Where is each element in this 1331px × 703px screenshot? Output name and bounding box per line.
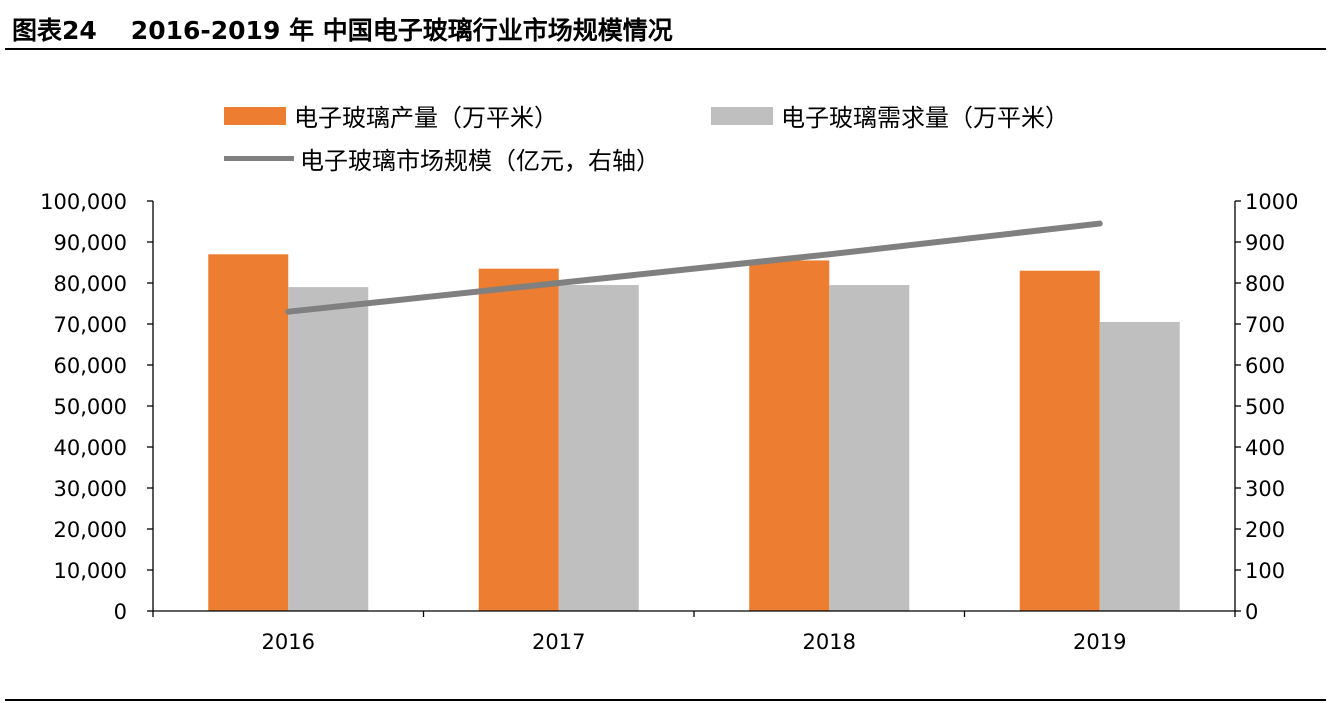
line-layer — [285, 220, 1103, 315]
header-rule — [5, 48, 1326, 50]
y-right-tick-label: 800 — [1245, 272, 1285, 296]
legend-swatch-production — [224, 106, 286, 125]
y-left-tick-label: 80,000 — [54, 272, 127, 296]
y-left-tick-label: 90,000 — [54, 231, 127, 255]
legend-item-demand: 电子玻璃需求量（万平米） — [711, 98, 1069, 133]
tick-labels-layer: 0 10,000 20,000 30,000 40,000 50,000 60,000 70,… — [40, 190, 1298, 654]
legend-label-demand: 电子玻璃需求量（万平米） — [781, 104, 1069, 132]
bar-production-2018 — [749, 260, 830, 611]
bar-demand-2016 — [288, 287, 369, 611]
y-right-tick-label: 300 — [1245, 477, 1285, 501]
y-left-tick-label: 0 — [114, 600, 127, 624]
y-left-tick-label: 10,000 — [54, 559, 127, 583]
y-left-tick-label: 50,000 — [54, 395, 127, 419]
bar-production-2016 — [208, 254, 289, 612]
y-left-tick-label: 100,000 — [40, 190, 127, 214]
y-left-tick-label: 60,000 — [54, 354, 127, 378]
legend-item-production: 电子玻璃产量（万平米） — [224, 98, 558, 133]
bar-demand-2018 — [829, 285, 910, 611]
legend-item-market-size: 电子玻璃市场规模（亿元，右轴） — [224, 141, 660, 176]
figure-number: 图表24 — [12, 16, 97, 45]
y-right-tick-label: 900 — [1245, 231, 1285, 255]
x-tick-label-2019: 2019 — [1073, 630, 1126, 654]
legend-swatch-demand — [711, 106, 773, 125]
y-right-tick-label: 600 — [1245, 354, 1285, 378]
legend-label-production: 电子玻璃产量（万平米） — [294, 104, 558, 132]
y-right-tick-label: 100 — [1245, 559, 1285, 583]
bars-layer — [208, 254, 1180, 612]
y-right-tick-label: 400 — [1245, 436, 1285, 460]
y-left-tick-label: 30,000 — [54, 477, 127, 501]
y-right-tick-label: 700 — [1245, 313, 1285, 337]
legend-swatch-market-size — [224, 156, 294, 161]
bar-production-2017 — [478, 268, 559, 611]
y-right-tick-label: 500 — [1245, 395, 1285, 419]
figure-header: 图表24 2016-2019 年 中国电子玻璃行业市场规模情况 — [12, 12, 673, 46]
y-left-tick-label: 20,000 — [54, 518, 127, 542]
bar-demand-2019 — [1099, 321, 1180, 611]
y-left-tick-label: 70,000 — [54, 313, 127, 337]
x-tick-label-2016: 2016 — [262, 630, 315, 654]
y-right-tick-label: 0 — [1245, 600, 1258, 624]
y-left-tick-label: 40,000 — [54, 436, 127, 460]
y-right-tick-label: 200 — [1245, 518, 1285, 542]
bar-demand-2017 — [558, 285, 639, 611]
bar-production-2019 — [1019, 270, 1100, 611]
x-tick-label-2018: 2018 — [803, 630, 856, 654]
legend-label-market-size: 电子玻璃市场规模（亿元，右轴） — [300, 147, 660, 175]
line-market-size — [285, 220, 1103, 315]
x-tick-label-2017: 2017 — [532, 630, 585, 654]
y-right-tick-label: 1000 — [1245, 190, 1298, 214]
footer-rule — [5, 699, 1326, 701]
axes-layer — [147, 200, 1241, 617]
figure-title: 2016-2019 年 中国电子玻璃行业市场规模情况 — [130, 16, 673, 45]
